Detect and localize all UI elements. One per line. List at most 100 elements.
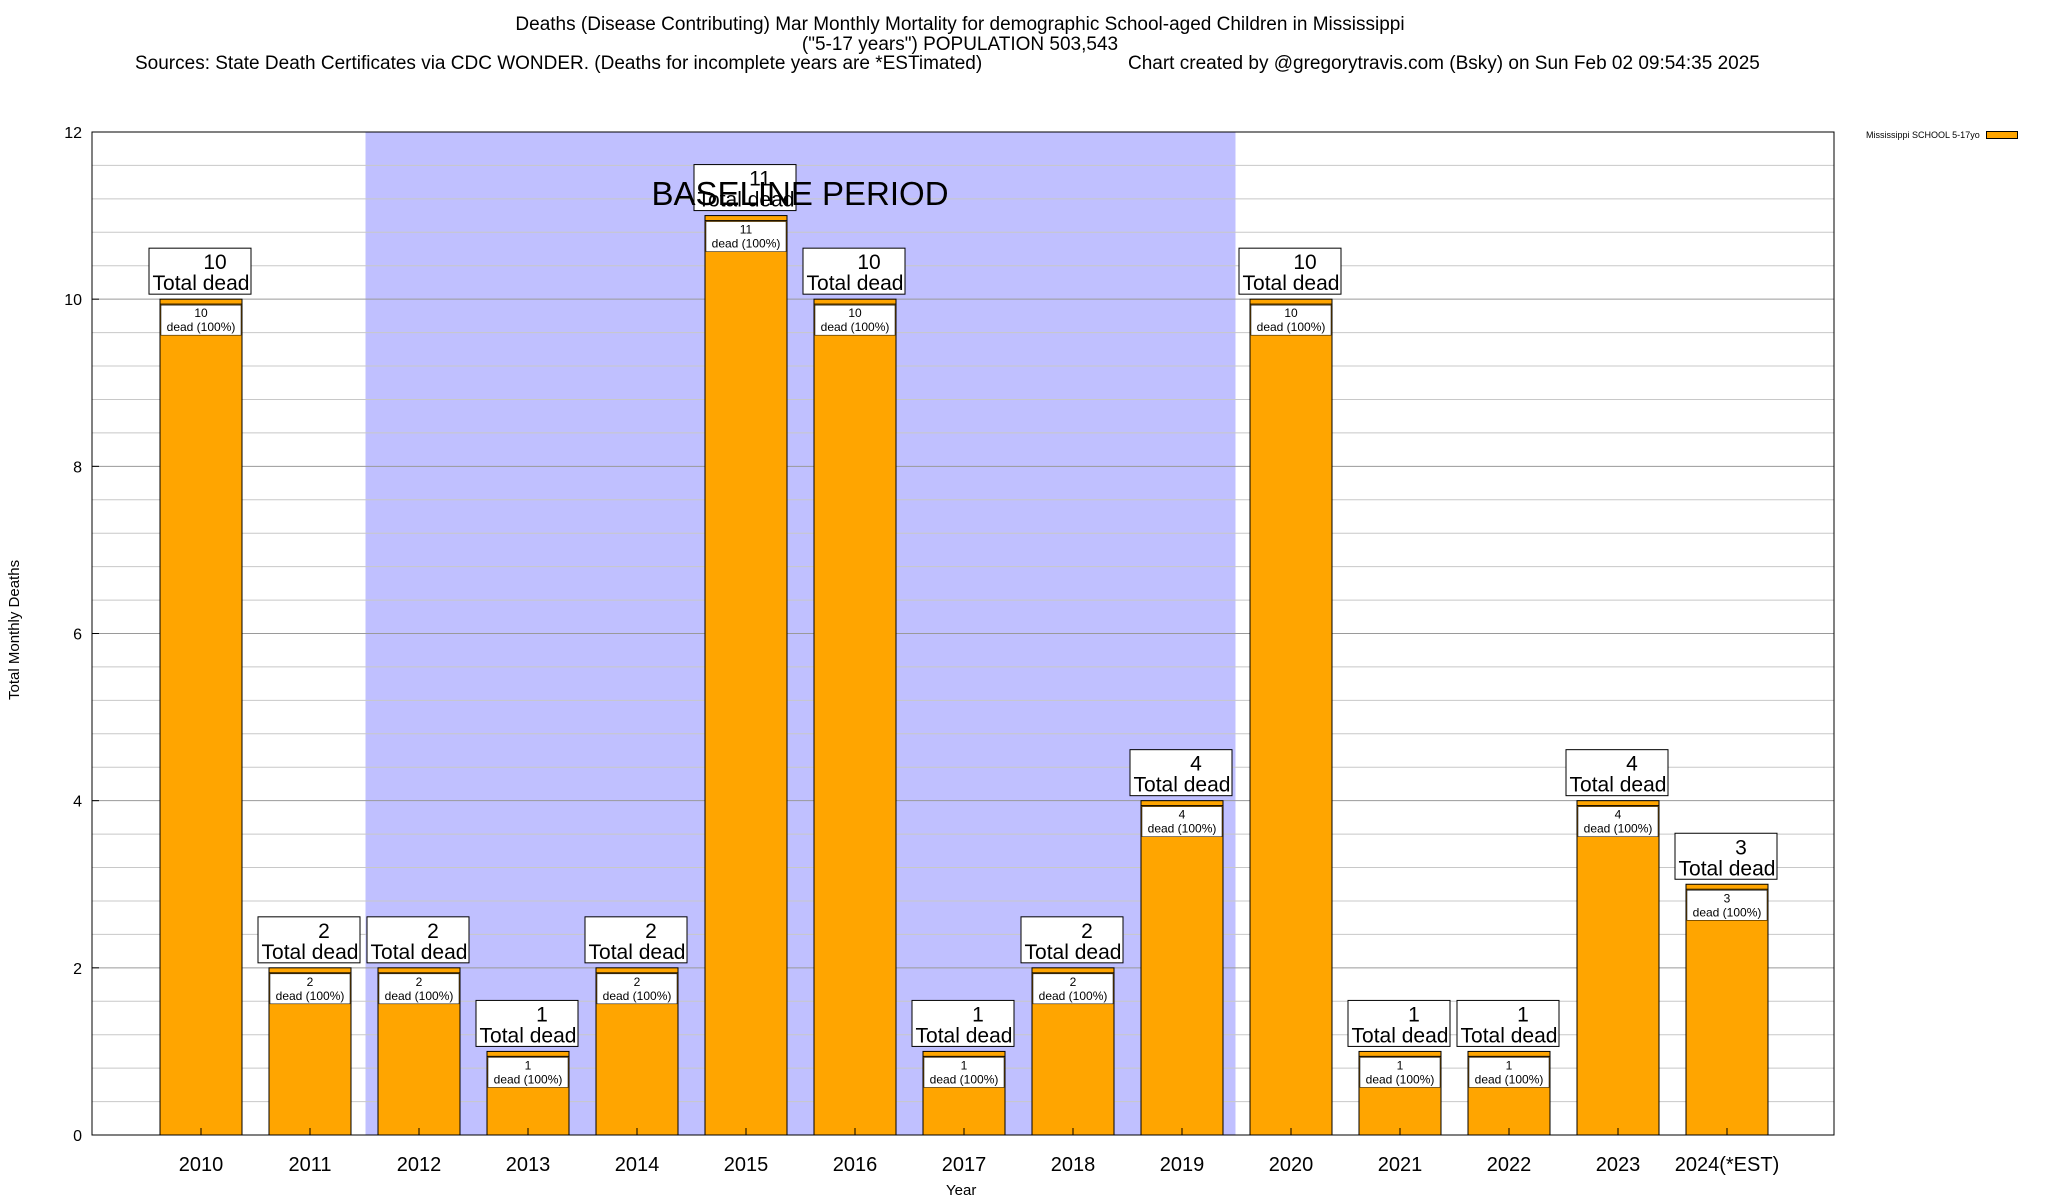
bar-total-value: 1 (1517, 1003, 1529, 1026)
bar-total-value: 4 (1626, 753, 1638, 776)
bar-inner-count: 11 (740, 223, 753, 237)
y-tick-label: 12 (64, 125, 82, 142)
bar-inner-suffix: dead (100%) (821, 320, 890, 334)
baseline-period-label: BASELINE PERIOD (651, 175, 948, 212)
bar-total-label-box (366, 916, 470, 964)
bar-inner-count: 3 (1724, 891, 1731, 905)
bar-inner-label-box (705, 221, 787, 252)
bar-inner-count: 2 (307, 975, 314, 989)
y-axis-label: Total Monthly Deaths (6, 559, 23, 700)
bar-total-label: Total dead (153, 272, 250, 295)
bar-inner-suffix: dead (100%) (1366, 1072, 1435, 1086)
x-tick-label: 2012 (397, 1154, 442, 1176)
bar-total-label-box (1565, 749, 1669, 797)
x-tick-label: 2023 (1596, 1154, 1641, 1176)
bar-total-label-box (1347, 999, 1451, 1047)
legend-swatch (1985, 131, 2018, 139)
y-tick-label: 8 (73, 459, 82, 476)
x-tick-label: 2016 (833, 1154, 878, 1176)
bar-inner-suffix: dead (100%) (1584, 822, 1653, 836)
bar-total-value: 10 (857, 251, 880, 274)
bar-inner-count: 1 (961, 1058, 968, 1072)
y-tick-label: 0 (73, 1128, 82, 1145)
bar-inner-count: 4 (1615, 808, 1622, 822)
bar-inner-count: 1 (525, 1058, 532, 1072)
bar-inner-label-box (160, 304, 242, 336)
x-tick-label: 2018 (1051, 1154, 1096, 1176)
chart-title: Deaths (Disease Contributing) Mar Monthl… (515, 14, 1405, 35)
bar-total-label-box (1456, 999, 1560, 1047)
bar (159, 298, 243, 1136)
x-tick-label: 2015 (724, 1154, 769, 1176)
bar-inner-label-box (487, 1057, 569, 1088)
bar-total-label: Total dead (916, 1024, 1013, 1047)
bar-total-label-box (257, 916, 361, 964)
bar-total-label-box (584, 916, 688, 964)
bar-inner-suffix: dead (100%) (1693, 905, 1762, 919)
legend-label: Mississippi SCHOOL 5-17yo (1866, 130, 1980, 140)
bar-inner-suffix: dead (100%) (1475, 1072, 1544, 1086)
x-tick-label: 2019 (1160, 1154, 1205, 1176)
bar-inner-label-box (378, 973, 460, 1005)
bar-total-label-box (1238, 247, 1342, 295)
bar-total-value: 2 (1081, 920, 1093, 943)
x-tick-label: 2010 (179, 1154, 224, 1176)
bar-inner-label-box (814, 304, 896, 336)
bar-total-label-box (148, 247, 252, 295)
bar-inner-count: 1 (1506, 1058, 1513, 1072)
bar-inner-label-box (1577, 806, 1659, 837)
chart-subtitle: ("5-17 years") POPULATION 503,543 (801, 34, 1119, 55)
bar-inner-label-box (1359, 1057, 1441, 1088)
x-tick-label: 2020 (1269, 1154, 1314, 1176)
bar-inner-count: 10 (1284, 306, 1298, 320)
bar-inner-count: 10 (848, 306, 862, 320)
y-tick-label: 6 (73, 627, 82, 644)
x-axis-label: Year (946, 1182, 977, 1199)
bar-total-label: Total dead (807, 272, 904, 295)
bar (1685, 883, 1769, 1136)
bar-inner-count: 2 (634, 975, 641, 989)
bar-total-label-box (1674, 832, 1778, 880)
bar-inner-count: 1 (1397, 1058, 1404, 1072)
bar (1576, 800, 1660, 1136)
bar-total-label: Total dead (1570, 774, 1667, 797)
x-tick-label: 2011 (288, 1154, 331, 1176)
bar-total-label: Total dead (1025, 941, 1122, 964)
bar-inner-suffix: dead (100%) (276, 989, 345, 1003)
bar-total-label-box (1020, 916, 1124, 964)
legend: Mississippi SCHOOL 5-17yo (1866, 130, 2018, 140)
plot-border (91, 131, 1835, 1136)
bar-inner-count: 2 (1070, 975, 1077, 989)
bar-inner-suffix: dead (100%) (712, 237, 781, 251)
bar-total-label-box (693, 164, 797, 212)
bar-inner-suffix: dead (100%) (1257, 320, 1326, 334)
x-tick-label: 2022 (1487, 1154, 1532, 1176)
x-tick-label: 2013 (506, 1154, 551, 1176)
bar-inner-count: 4 (1179, 808, 1186, 822)
bar-total-label-box (911, 999, 1015, 1047)
bar-inner-count: 2 (416, 975, 423, 989)
x-tick-label: 2017 (942, 1154, 987, 1176)
bar-total-label: Total dead (698, 189, 795, 212)
bar-total-value: 2 (318, 920, 330, 943)
bar (1140, 800, 1224, 1136)
bar-inner-label-box (596, 973, 678, 1005)
bar-total-value: 1 (1408, 1003, 1420, 1026)
bar-total-value: 3 (1735, 836, 1747, 859)
y-tick-label: 10 (64, 292, 82, 309)
bar-total-value: 1 (536, 1003, 548, 1026)
bar-inner-suffix: dead (100%) (603, 989, 672, 1003)
bar-inner-label-box (1141, 806, 1223, 837)
chart-sources: Sources: State Death Certificates via CD… (135, 53, 983, 74)
bar-inner-suffix: dead (100%) (930, 1072, 999, 1086)
y-tick-label: 4 (73, 794, 82, 811)
bar-inner-label-box (1468, 1057, 1550, 1088)
bar (813, 298, 897, 1136)
bar-total-label: Total dead (1352, 1024, 1449, 1047)
x-tick-label: 2014 (615, 1154, 660, 1176)
bar-total-label: Total dead (262, 941, 359, 964)
bar-inner-suffix: dead (100%) (385, 989, 454, 1003)
bar-inner-suffix: dead (100%) (1148, 822, 1217, 836)
bar-total-label: Total dead (1134, 774, 1231, 797)
